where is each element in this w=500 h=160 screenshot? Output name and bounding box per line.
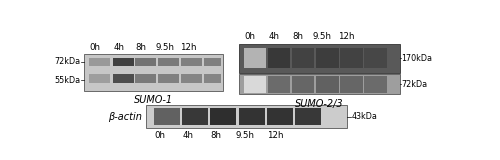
Text: SUMO-1: SUMO-1 bbox=[134, 95, 173, 105]
Text: β-actin: β-actin bbox=[108, 112, 142, 122]
Bar bbox=[266, 108, 293, 125]
Text: 12h: 12h bbox=[266, 131, 283, 140]
Bar bbox=[295, 108, 321, 125]
Bar bbox=[158, 74, 178, 83]
Bar bbox=[146, 105, 348, 128]
Text: 0h: 0h bbox=[244, 32, 256, 41]
Text: 9.5h: 9.5h bbox=[235, 131, 254, 140]
Bar bbox=[268, 76, 290, 93]
Text: 4h: 4h bbox=[113, 43, 124, 52]
Text: 4h: 4h bbox=[268, 32, 280, 41]
Text: 0h: 0h bbox=[90, 43, 101, 52]
Text: 72kDa: 72kDa bbox=[402, 80, 427, 89]
Text: 170kDa: 170kDa bbox=[402, 54, 432, 63]
Bar bbox=[364, 48, 387, 68]
Text: 9.5h: 9.5h bbox=[155, 43, 174, 52]
Bar bbox=[113, 58, 134, 66]
Bar bbox=[244, 48, 266, 68]
Bar bbox=[316, 76, 338, 93]
Bar bbox=[238, 108, 264, 125]
Bar bbox=[316, 48, 338, 68]
Text: 9.5h: 9.5h bbox=[313, 32, 332, 41]
Bar bbox=[268, 48, 290, 68]
Bar bbox=[90, 74, 110, 83]
Text: 43kDa: 43kDa bbox=[351, 112, 377, 121]
Text: 12h: 12h bbox=[338, 32, 355, 41]
Text: 8h: 8h bbox=[136, 43, 146, 52]
Bar bbox=[244, 76, 266, 93]
Text: 72kDa: 72kDa bbox=[54, 57, 80, 66]
Bar bbox=[239, 44, 400, 73]
Bar bbox=[204, 58, 220, 66]
Bar bbox=[182, 58, 203, 66]
Bar bbox=[210, 108, 236, 125]
Bar bbox=[136, 58, 156, 66]
Bar bbox=[340, 48, 362, 68]
Bar bbox=[113, 74, 134, 83]
Text: 8h: 8h bbox=[293, 32, 304, 41]
Bar bbox=[182, 74, 203, 83]
Text: 12h: 12h bbox=[180, 43, 196, 52]
Text: 0h: 0h bbox=[154, 131, 166, 140]
Text: 4h: 4h bbox=[182, 131, 194, 140]
Bar bbox=[90, 58, 110, 66]
Bar bbox=[136, 74, 156, 83]
Bar bbox=[154, 108, 180, 125]
Bar bbox=[158, 58, 178, 66]
Bar bbox=[239, 74, 400, 94]
Text: 55kDa: 55kDa bbox=[54, 76, 80, 85]
Bar bbox=[364, 76, 387, 93]
Bar bbox=[204, 74, 220, 83]
Bar bbox=[292, 48, 314, 68]
Bar bbox=[84, 54, 224, 91]
Text: SUMO-2/3: SUMO-2/3 bbox=[295, 99, 344, 109]
Bar bbox=[182, 108, 208, 125]
Bar bbox=[340, 76, 362, 93]
Bar bbox=[292, 76, 314, 93]
Text: 8h: 8h bbox=[211, 131, 222, 140]
